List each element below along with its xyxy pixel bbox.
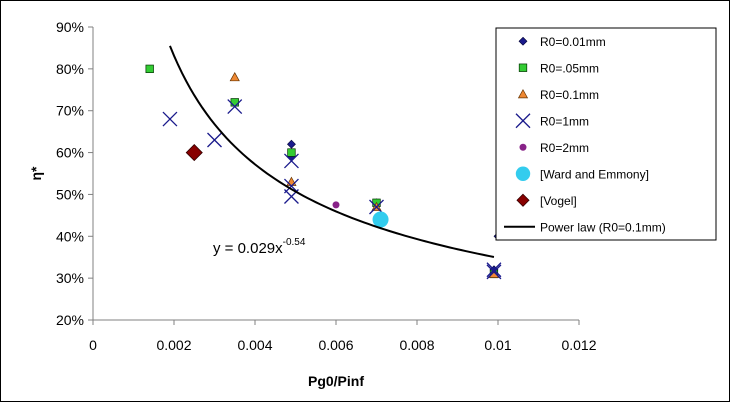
legend-marker — [518, 63, 528, 72]
series-5-point — [372, 211, 389, 228]
series-3-point — [162, 111, 178, 127]
series-3-point — [227, 99, 243, 114]
x-stroke — [515, 113, 531, 129]
x-stroke — [227, 99, 243, 114]
series-1-point — [287, 148, 296, 157]
x-tick-label: 0.01 — [484, 337, 511, 353]
power-law-trendline — [169, 45, 495, 258]
x-stroke — [369, 199, 384, 215]
series-0-point — [287, 139, 296, 149]
legend-label: R0=0.1mm — [540, 88, 599, 102]
legend-label: R0=2mm — [540, 141, 589, 155]
series-3-point — [283, 153, 299, 169]
x-stroke — [486, 264, 502, 280]
legend-marker — [517, 89, 529, 99]
x-stroke — [486, 262, 502, 278]
legend: R0=0.01mm R0=.05mm R0=0.1mm R0=1mm R0=2mm [Wa… — [495, 27, 717, 241]
legend-marker — [519, 143, 527, 151]
x-tick-label: 0.008 — [399, 337, 434, 353]
series-4-point — [332, 201, 340, 209]
series-1-point — [230, 98, 239, 107]
equation-base: y = 0.029x — [213, 240, 283, 257]
y-tick-label: 90% — [56, 19, 84, 35]
series-2-point — [286, 176, 297, 186]
legend-label: [Vogel] — [540, 194, 577, 208]
x-tick-label: 0 — [89, 337, 97, 353]
series-3-point — [486, 262, 502, 278]
x-stroke — [283, 153, 299, 169]
legend-label: Power law (R0=0.1mm) — [540, 220, 666, 234]
x-stroke — [283, 178, 299, 194]
x-tick-label: 0.012 — [561, 337, 596, 353]
series-3-point — [207, 132, 222, 148]
y-tick-label: 70% — [56, 103, 84, 119]
data-marks — [145, 45, 503, 280]
legend-label: R0=.05mm — [540, 61, 599, 75]
legend-box — [495, 27, 717, 241]
axes: 20% 30% 40% 50% 60% 70% 80% 90% 0 0.002 0.004 0.006… — [56, 19, 597, 353]
equation-exponent: -0.54 — [283, 237, 306, 248]
series-3-point — [486, 264, 502, 280]
legend-marker — [515, 113, 531, 129]
legend-marker — [518, 36, 528, 46]
series-1-point — [145, 64, 154, 74]
y-tick-label: 30% — [56, 270, 84, 286]
x-axis-title: Pg0/Pinf — [308, 373, 364, 389]
x-stroke — [207, 132, 222, 148]
legend-marker — [516, 193, 530, 207]
trendline-equation: y = 0.029x-0.54 — [213, 237, 306, 257]
legend-label: R0=0.01mm — [540, 35, 606, 49]
series-2-point — [229, 72, 240, 82]
legend-label: [Ward and Emmony] — [540, 167, 649, 181]
legend-label: R0=1mm — [540, 114, 589, 128]
y-tick-label: 80% — [56, 61, 84, 77]
legend-marker — [515, 166, 531, 181]
y-tick-label: 40% — [56, 228, 84, 244]
y-axis-title: η* — [28, 166, 44, 181]
y-tick-label: 60% — [56, 145, 84, 161]
series-6-point — [185, 144, 203, 162]
x-tick-label: 0.006 — [318, 337, 353, 353]
x-tick-label: 0.004 — [237, 337, 272, 353]
x-stroke — [162, 111, 178, 127]
y-tick-label: 50% — [56, 186, 84, 202]
y-tick-label: 20% — [56, 312, 84, 328]
x-tick-label: 0.002 — [156, 337, 191, 353]
